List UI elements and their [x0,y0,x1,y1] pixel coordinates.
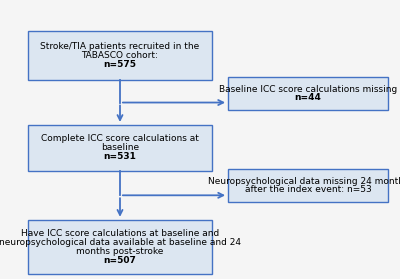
Text: Have ICC score calculations at baseline and: Have ICC score calculations at baseline … [21,229,219,238]
Text: n=44: n=44 [294,93,322,102]
FancyBboxPatch shape [28,125,212,171]
Text: n=531: n=531 [104,152,136,161]
Text: baseline: baseline [101,143,139,152]
Text: TABASCO cohort:: TABASCO cohort: [82,51,158,60]
Text: Stroke/TIA patients recruited in the: Stroke/TIA patients recruited in the [40,42,200,51]
FancyBboxPatch shape [228,169,388,201]
Text: Complete ICC score calculations at: Complete ICC score calculations at [41,134,199,143]
FancyBboxPatch shape [28,220,212,274]
Text: n=507: n=507 [104,256,136,265]
Text: after the index event: n=53: after the index event: n=53 [245,186,371,194]
Text: months post-stroke: months post-stroke [76,247,164,256]
Text: Baseline ICC score calculations missing: Baseline ICC score calculations missing [219,85,397,93]
Text: Neuropsychological data missing 24 months: Neuropsychological data missing 24 month… [208,177,400,186]
FancyBboxPatch shape [228,77,388,109]
Text: n=575: n=575 [104,60,136,69]
FancyBboxPatch shape [28,32,212,80]
Text: neuropsychological data available at baseline and 24: neuropsychological data available at bas… [0,238,241,247]
